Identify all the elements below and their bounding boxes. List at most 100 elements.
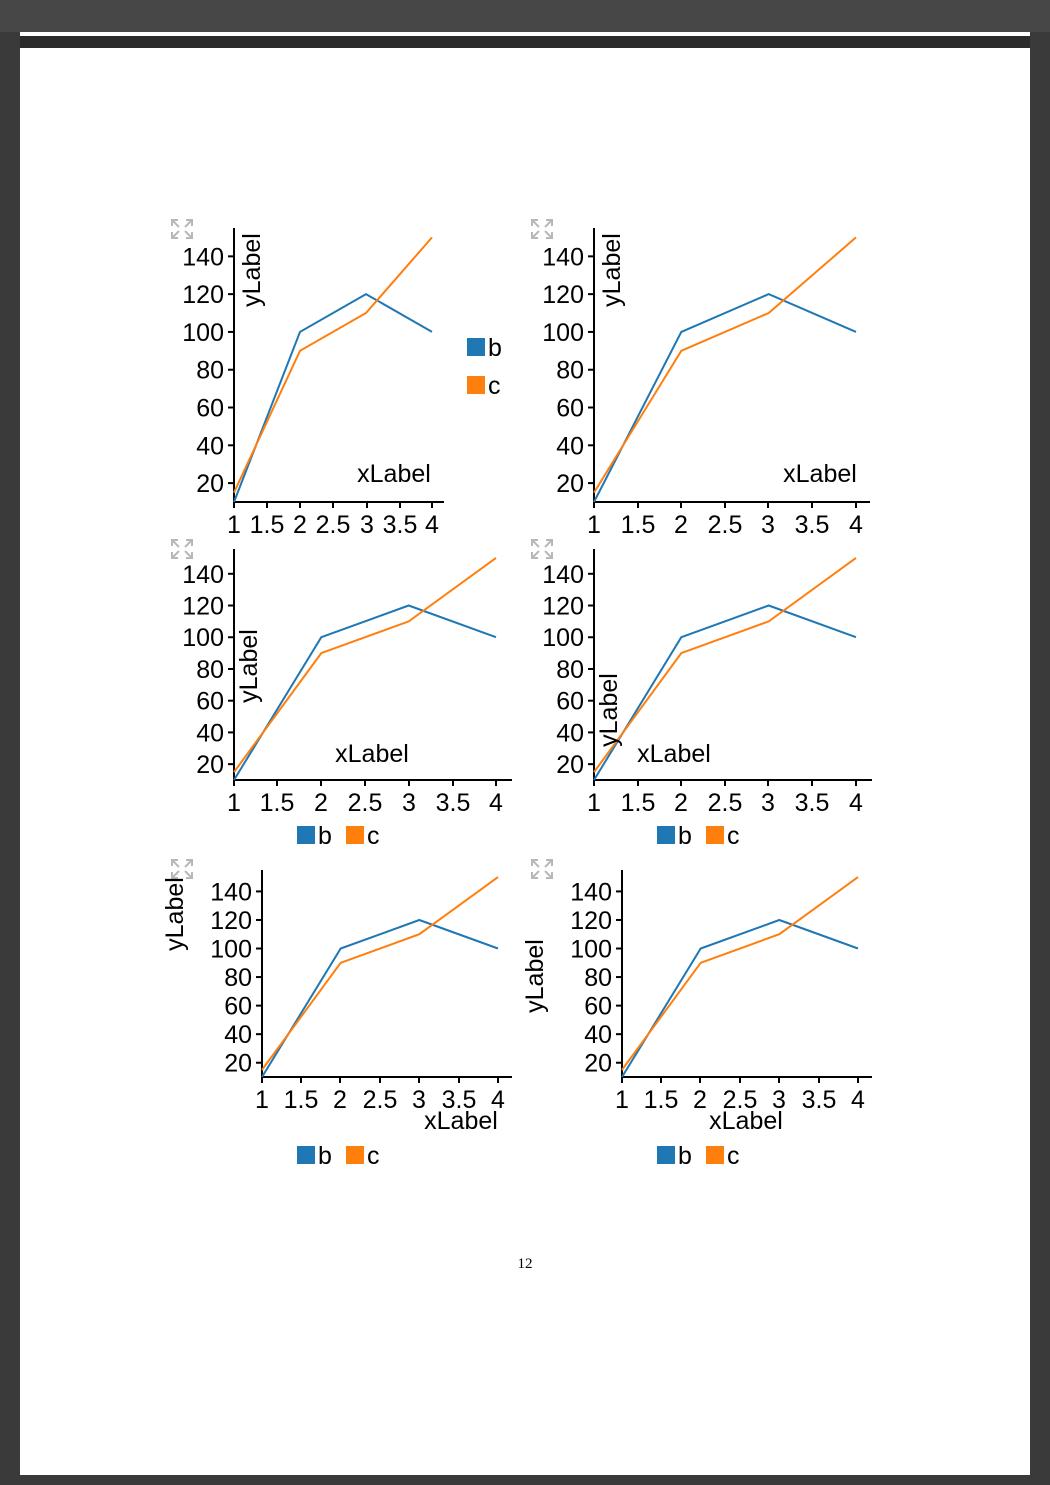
- y-tick-label: 140: [542, 243, 584, 271]
- series-line-b: [593, 293, 857, 503]
- series-line-c: [233, 236, 433, 494]
- legend-label-b: b: [678, 822, 692, 850]
- x-tick-label: 2.5: [708, 511, 743, 539]
- x-tick-label: 2.5: [723, 1086, 758, 1114]
- y-tick-label: 40: [196, 432, 224, 460]
- x-tick-label: 2.5: [708, 789, 743, 817]
- x-tick-label: 3.5: [442, 1086, 477, 1114]
- x-tick-label: 1.5: [260, 789, 295, 817]
- y-tick-label: 60: [196, 395, 224, 423]
- page-top-rule: [20, 36, 1030, 48]
- x-tick-label: 1.5: [284, 1086, 319, 1114]
- x-tick-label: 3.5: [802, 1086, 837, 1114]
- expand-arrow-ne: [184, 539, 193, 548]
- expand-arrows-icon[interactable]: [171, 539, 193, 559]
- x-tick-label: 4: [849, 789, 863, 817]
- expand-arrow-nw: [171, 539, 180, 548]
- legend-swatch-b: [657, 826, 675, 844]
- x-tick-label: 1: [615, 1086, 629, 1114]
- legend: bc: [467, 334, 502, 400]
- y-tick-label: 20: [556, 470, 584, 498]
- expand-arrows-icon[interactable]: [171, 219, 193, 239]
- chart-panel-4: 20 40 60 80 100 120 140 1 1.5 2 2.5 3 3.5 4 yLabel xLab…: [531, 539, 872, 850]
- y-axis-label: yLabel: [595, 673, 623, 747]
- expand-arrow-sw: [531, 230, 540, 239]
- x-axis-label: xLabel: [335, 740, 409, 768]
- x-tick-label: 3: [412, 1086, 426, 1114]
- expand-arrow-ne: [184, 859, 193, 868]
- series-line-b: [233, 604, 497, 781]
- x-tick-label: 2: [674, 511, 688, 539]
- y-axis-label: yLabel: [161, 877, 189, 951]
- legend-swatch-b: [297, 1146, 315, 1164]
- y-axis-label: yLabel: [521, 939, 549, 1013]
- y-tick-label: 60: [556, 688, 584, 716]
- y-tick-label: 100: [210, 936, 252, 964]
- x-tick-label: 4: [491, 1086, 505, 1114]
- x-tick-label: 1.5: [250, 511, 285, 539]
- y-tick-label: 140: [210, 878, 252, 906]
- expand-arrow-ne: [544, 539, 553, 548]
- expand-arrow-ne: [544, 859, 553, 868]
- page-number: 12: [517, 1256, 533, 1272]
- y-tick-label: 80: [556, 357, 584, 385]
- x-tick-label: 4: [425, 511, 439, 539]
- expand-arrows-icon[interactable]: [531, 859, 553, 879]
- legend-swatch-b: [467, 338, 485, 356]
- y-tick-label: 40: [556, 719, 584, 747]
- legend-swatch-c: [346, 1146, 364, 1164]
- x-tick-label: 4: [849, 511, 863, 539]
- x-tick-label: 3: [402, 789, 416, 817]
- y-tick-label: 80: [196, 656, 224, 684]
- x-tick-label: 3.5: [795, 511, 830, 539]
- series-line-c: [621, 876, 859, 1071]
- x-tick-label: 1: [227, 789, 241, 817]
- expand-arrow-nw: [171, 219, 180, 228]
- x-axis-label: xLabel: [637, 740, 711, 768]
- y-tick-label: 140: [182, 243, 224, 271]
- y-tick-label: 60: [584, 993, 612, 1021]
- expand-arrows-icon[interactable]: [531, 219, 553, 239]
- expand-arrows-icon[interactable]: [531, 539, 553, 559]
- expand-arrows-icon[interactable]: [171, 859, 193, 879]
- x-tick-label: 4: [851, 1086, 865, 1114]
- expand-arrow-sw: [531, 550, 540, 559]
- expand-arrow-nw: [531, 219, 540, 228]
- legend-label-c: c: [727, 1142, 740, 1170]
- legend-label-c: c: [488, 372, 501, 400]
- series-line-c: [261, 876, 499, 1071]
- x-tick-label: 4: [489, 789, 503, 817]
- y-tick-label: 80: [224, 964, 252, 992]
- x-tick-label: 3.5: [436, 789, 471, 817]
- x-axis-label: xLabel: [357, 460, 431, 488]
- x-tick-label: 2: [674, 789, 688, 817]
- legend-label-c: c: [367, 1142, 380, 1170]
- expand-arrow-sw: [171, 230, 180, 239]
- y-tick-label: 20: [584, 1050, 612, 1078]
- legend-label-b: b: [318, 822, 332, 850]
- expand-arrow-nw: [171, 859, 180, 868]
- expand-arrow-se: [544, 870, 553, 879]
- expand-arrow-ne: [184, 219, 193, 228]
- x-axis-label: xLabel: [709, 1107, 783, 1135]
- y-tick-label: 120: [570, 907, 612, 935]
- x-tick-label: 2: [333, 1086, 347, 1114]
- series-line-b: [233, 292, 433, 503]
- legend-swatch-b: [297, 826, 315, 844]
- x-tick-label: 3: [761, 789, 775, 817]
- y-tick-label: 140: [570, 878, 612, 906]
- y-tick-label: 120: [210, 907, 252, 935]
- y-tick-label: 20: [196, 751, 224, 779]
- expand-arrow-se: [544, 230, 553, 239]
- expand-arrow-sw: [171, 550, 180, 559]
- x-tick-label: 3: [360, 511, 374, 539]
- chart-panel-1: 20 40 60 80 100 120 140 1 1.5 2 2.5 3 3.5 4 yLabel xLab…: [171, 219, 502, 539]
- y-tick-label: 60: [224, 993, 252, 1021]
- y-tick-label: 100: [182, 319, 224, 347]
- y-tick-label: 100: [542, 624, 584, 652]
- y-axis-label: yLabel: [238, 233, 266, 307]
- expand-arrow-sw: [531, 870, 540, 879]
- y-tick-label: 100: [182, 624, 224, 652]
- x-tick-label: 1: [255, 1086, 269, 1114]
